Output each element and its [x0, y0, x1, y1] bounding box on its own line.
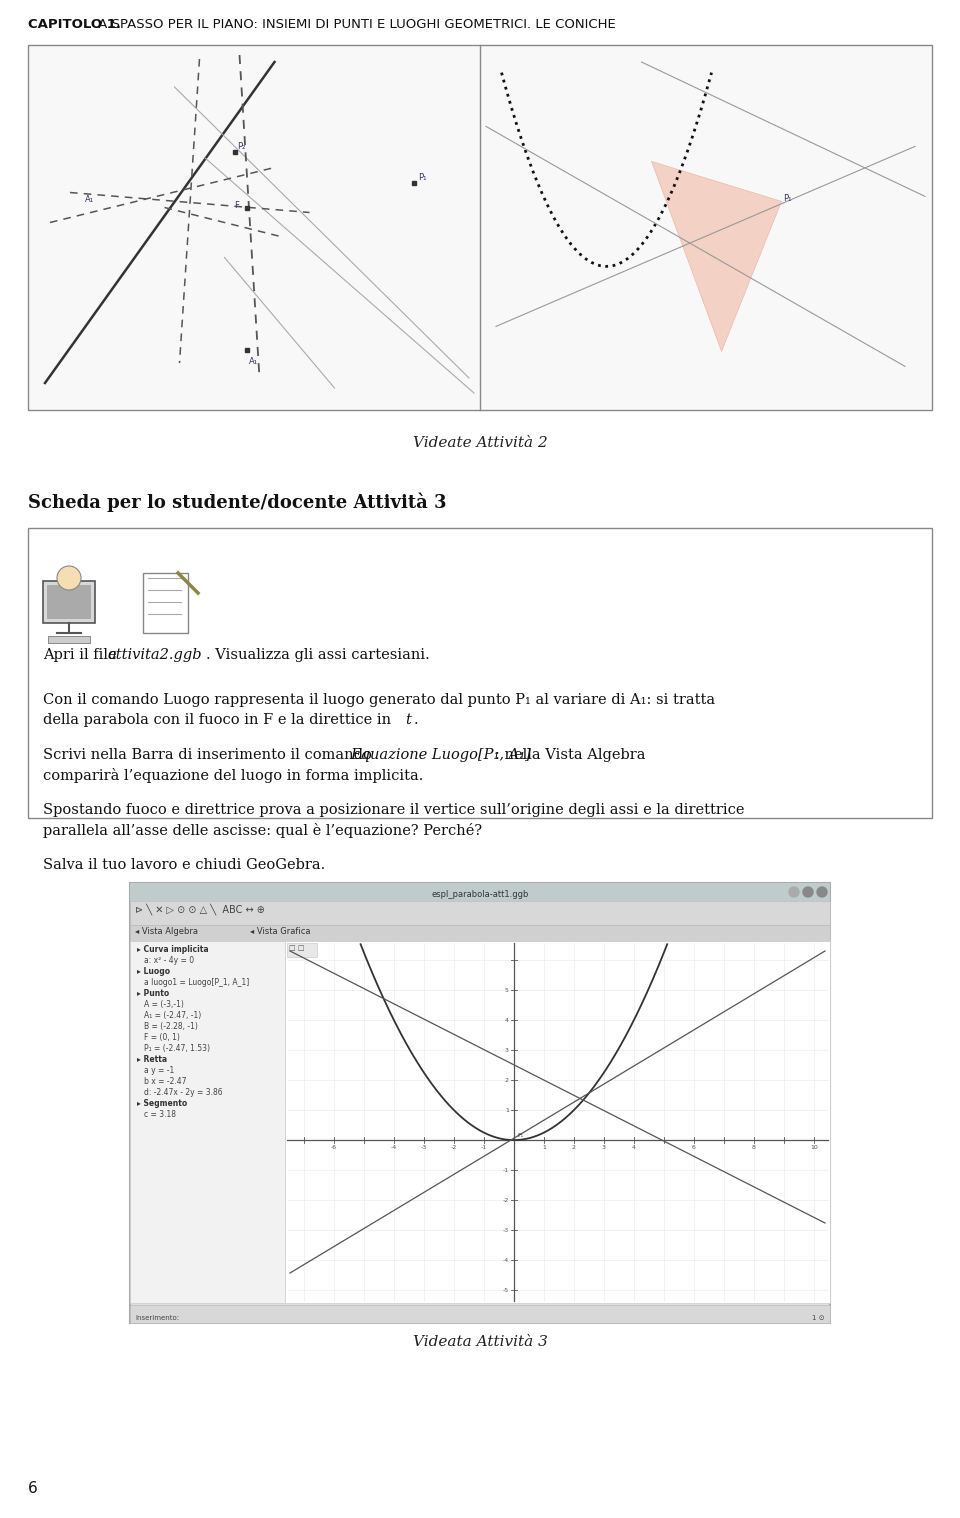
Text: -5: -5 — [503, 1287, 509, 1293]
Bar — [481, 47, 930, 408]
Text: della parabola con il fuoco in F e la direttice in: della parabola con il fuoco in F e la di… — [43, 713, 400, 727]
Text: 2: 2 — [572, 1145, 576, 1151]
Bar — [285, 941, 830, 1302]
Text: -2: -2 — [451, 1145, 457, 1151]
Polygon shape — [652, 161, 781, 351]
Text: d: -2.47x - 2y = 3.86: d: -2.47x - 2y = 3.86 — [144, 1088, 223, 1098]
Text: ▸ Retta: ▸ Retta — [137, 1055, 167, 1064]
Text: Scrivi nella Barra di inserimento il comando: Scrivi nella Barra di inserimento il com… — [43, 748, 376, 762]
Text: Spostando fuoco e direttrice prova a posizionare il vertice sull’origine degli a: Spostando fuoco e direttrice prova a pos… — [43, 803, 745, 817]
Bar — [28, 46, 932, 410]
Text: 1: 1 — [542, 1145, 546, 1151]
Text: 6: 6 — [28, 1482, 37, 1497]
Text: -3: -3 — [503, 1228, 509, 1233]
Text: A SPASSO PER IL PIANO: INSIEMI DI PUNTI E LUOGHI GEOMETRICI. LE CONICHE: A SPASSO PER IL PIANO: INSIEMI DI PUNTI … — [94, 18, 615, 30]
Bar — [47, 584, 91, 619]
Text: 4: 4 — [505, 1017, 509, 1023]
Circle shape — [803, 887, 813, 897]
Text: Con il comando Luogo rappresenta il luogo generato dal punto P₁ al variare di A₁: Con il comando Luogo rappresenta il luog… — [43, 694, 715, 707]
Text: Scheda per lo studente/docente Attività 3: Scheda per lo studente/docente Attività … — [28, 493, 446, 513]
Circle shape — [57, 566, 81, 591]
Text: ◂ Vista Grafica: ◂ Vista Grafica — [250, 927, 310, 937]
Text: B = (-2.28, -1): B = (-2.28, -1) — [144, 1022, 198, 1031]
Text: ▸ Punto: ▸ Punto — [137, 990, 169, 997]
Text: : nella Vista Algebra: : nella Vista Algebra — [495, 748, 645, 762]
Text: □ □: □ □ — [289, 946, 304, 950]
Text: 1: 1 — [505, 1108, 509, 1113]
Text: -4: -4 — [391, 1145, 397, 1151]
Text: A₁ = (-2.47, -1): A₁ = (-2.47, -1) — [144, 1011, 202, 1020]
Bar — [48, 636, 90, 644]
Text: A = (-3,-1): A = (-3,-1) — [144, 1000, 184, 1009]
Circle shape — [789, 887, 799, 897]
Text: 6: 6 — [692, 1145, 696, 1151]
Bar — [43, 581, 95, 622]
Text: F: F — [234, 200, 239, 209]
Text: ⊳ ╲ ✕ ▷ ⊙ ⊙ △ ╲  ABC ↔ ⊕: ⊳ ╲ ✕ ▷ ⊙ ⊙ △ ╲ ABC ↔ ⊕ — [135, 903, 265, 915]
Text: ▸ Curva implicita: ▸ Curva implicita — [137, 946, 208, 953]
Text: F = (0, 1): F = (0, 1) — [144, 1034, 180, 1041]
Bar — [130, 941, 285, 1302]
Bar — [130, 902, 830, 924]
Text: Salva il tuo lavoro e chiudi GeoGebra.: Salva il tuo lavoro e chiudi GeoGebra. — [43, 858, 325, 871]
Text: 2: 2 — [505, 1078, 509, 1082]
Text: parallela all’asse delle ascisse: qual è l’equazione? Perché?: parallela all’asse delle ascisse: qual è… — [43, 823, 482, 838]
Text: b x = -2.47: b x = -2.47 — [144, 1076, 186, 1085]
Text: P₁: P₁ — [418, 173, 426, 182]
Bar — [130, 883, 830, 902]
Text: espl_parabola-att1.ggb: espl_parabola-att1.ggb — [431, 890, 529, 899]
Text: 4: 4 — [632, 1145, 636, 1151]
Bar — [130, 883, 830, 1324]
Text: 1 ⊙: 1 ⊙ — [812, 1315, 825, 1321]
Bar — [30, 47, 479, 408]
Text: t: t — [405, 713, 411, 727]
Text: comparirà l’equazione del luogo in forma implicita.: comparirà l’equazione del luogo in forma… — [43, 768, 423, 783]
Text: ◂ Vista Algebra: ◂ Vista Algebra — [135, 927, 198, 937]
Text: -1: -1 — [503, 1167, 509, 1172]
Text: 5: 5 — [505, 988, 509, 993]
Text: P₂: P₂ — [237, 143, 246, 150]
Text: a: x² - 4y = 0: a: x² - 4y = 0 — [144, 956, 194, 965]
Text: .: . — [414, 713, 419, 727]
Text: 3: 3 — [505, 1047, 509, 1052]
Text: -3: -3 — [420, 1145, 427, 1151]
Text: a luogo1 = Luogo[P_1, A_1]: a luogo1 = Luogo[P_1, A_1] — [144, 978, 250, 987]
Text: 8: 8 — [752, 1145, 756, 1151]
Text: A₁: A₁ — [249, 357, 257, 366]
Text: c = 3.18: c = 3.18 — [144, 1110, 176, 1119]
Text: ▸ Segmento: ▸ Segmento — [137, 1099, 187, 1108]
Text: ▸ Luogo: ▸ Luogo — [137, 967, 170, 976]
Bar — [287, 943, 317, 956]
Text: 3: 3 — [602, 1145, 606, 1151]
Text: Videate Attività 2: Videate Attività 2 — [413, 436, 547, 449]
Text: -6: -6 — [331, 1145, 337, 1151]
Bar — [28, 528, 932, 818]
Text: P₁: P₁ — [783, 194, 792, 203]
Text: a y = -1: a y = -1 — [144, 1066, 175, 1075]
Text: Videata Attività 3: Videata Attività 3 — [413, 1334, 547, 1350]
Text: -4: -4 — [503, 1257, 509, 1263]
Text: -1: -1 — [481, 1145, 487, 1151]
Text: attivita2.ggb: attivita2.ggb — [108, 648, 203, 662]
Text: . Visualizza gli assi cartesiani.: . Visualizza gli assi cartesiani. — [206, 648, 430, 662]
Text: Apri il file: Apri il file — [43, 648, 121, 662]
Text: CAPITOLO 1.: CAPITOLO 1. — [28, 18, 121, 30]
Bar — [130, 1305, 830, 1324]
Bar — [130, 924, 830, 941]
Circle shape — [817, 887, 827, 897]
Text: Equazione Luogo[P₁, A₁]: Equazione Luogo[P₁, A₁] — [350, 748, 531, 762]
Text: P₁ = (-2.47, 1.53): P₁ = (-2.47, 1.53) — [144, 1044, 210, 1053]
Text: 10: 10 — [810, 1145, 818, 1151]
Text: -2: -2 — [503, 1198, 509, 1202]
Text: F₁: F₁ — [516, 1132, 523, 1138]
Text: A₁: A₁ — [85, 196, 94, 205]
Text: Inserimento:: Inserimento: — [135, 1315, 180, 1321]
Bar — [143, 572, 188, 633]
